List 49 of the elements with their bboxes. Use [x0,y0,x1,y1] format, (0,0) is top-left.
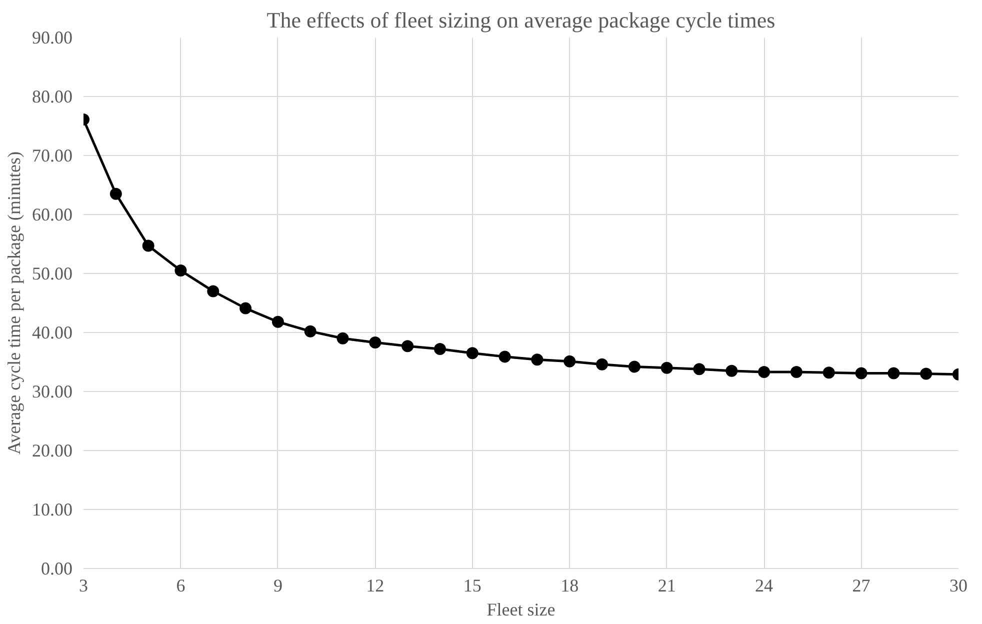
x-tick-label: 21 [658,576,676,596]
point [596,358,608,370]
point [693,363,706,376]
x-tick-label: 12 [366,576,384,596]
point [790,366,802,378]
point [498,350,511,363]
point [304,325,316,338]
point [110,188,122,200]
y-tick-label: 70.00 [32,146,72,166]
point [888,367,900,380]
point [564,355,576,368]
point [758,366,770,378]
y-tick-label: 80.00 [32,86,72,106]
point [336,332,349,344]
point [434,343,446,356]
y-tick-label: 0.00 [41,558,72,578]
point [402,340,414,352]
point [240,302,252,314]
x-tick-label: 27 [852,576,870,596]
y-tick-label: 30.00 [32,382,72,402]
x-tick-label: 9 [273,576,282,596]
point [531,354,544,366]
point [855,367,868,380]
point [628,360,640,373]
point [142,240,154,252]
point [920,368,932,380]
y-tick-label: 10.00 [32,500,72,520]
point [369,336,382,349]
x-tick-label: 3 [79,576,88,596]
point [174,264,187,277]
x-tick-label: 15 [463,576,482,596]
y-tick-label: 60.00 [32,204,72,224]
x-tick-label: 18 [560,576,579,596]
x-tick-label: 24 [755,576,774,596]
point [822,366,835,379]
y-tick-label: 90.00 [32,28,72,48]
point [272,316,284,328]
point [660,362,673,374]
y-tick-label: 20.00 [32,440,72,460]
x-axis-title: Fleet size [486,600,556,620]
y-axis-title: Average cycle time per package (minutes) [4,151,24,455]
point [207,285,220,298]
chart-title: The effects of fleet sizing on average package cycle times [266,8,776,32]
y-tick-label: 50.00 [32,264,72,284]
point [726,364,738,377]
x-tick-label: 6 [176,576,186,596]
point [466,347,478,360]
x-tick-label: 30 [950,576,968,596]
y-tick-label: 40.00 [32,322,72,342]
